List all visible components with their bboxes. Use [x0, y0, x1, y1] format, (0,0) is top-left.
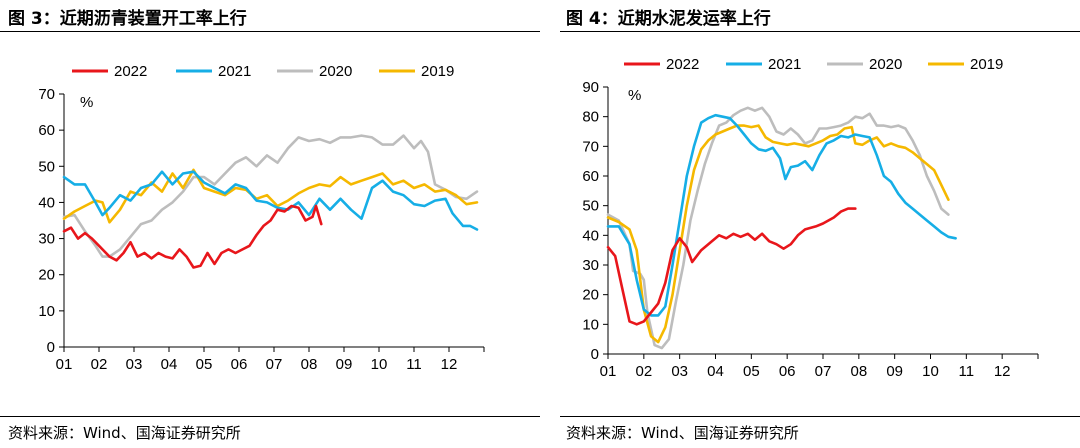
series-line-2020 [606, 106, 950, 350]
x-tick-label: 05 [743, 363, 760, 380]
legend-label-2020: 2020 [869, 56, 902, 73]
source-note: 资料来源：Wind、国海证券研究所 [566, 424, 799, 442]
x-tick-label: 11 [406, 356, 422, 373]
asphalt-operating-rate-chart: 0 10 20 30 40 50 60 70 01 02 03 04 05 06 07 08 09 10 11 12%… [38, 63, 485, 373]
series-line-2022 [62, 204, 323, 269]
unit-label: % [80, 94, 93, 111]
legend-label-2019: 2019 [421, 63, 454, 80]
x-tick-label: 10 [922, 363, 939, 380]
y-tick-label: 10 [38, 303, 55, 320]
legend-label-2021: 2021 [218, 63, 251, 80]
x-tick-label: 04 [161, 356, 178, 373]
y-tick-label: 20 [582, 287, 599, 304]
x-tick-label: 12 [441, 356, 458, 373]
y-tick-label: 40 [582, 227, 599, 244]
y-tick-label: 20 [38, 267, 55, 284]
x-tick-label: 05 [196, 356, 213, 373]
y-tick-label: 50 [38, 158, 55, 175]
y-tick-label: 60 [582, 168, 599, 185]
x-tick-label: 03 [671, 363, 688, 380]
x-tick-label: 09 [336, 356, 353, 373]
series-line-2022 [606, 207, 857, 326]
y-tick-label: 10 [582, 316, 599, 333]
source-note: 资料来源：Wind、国海证券研究所 [8, 424, 241, 442]
x-tick-label: 07 [266, 356, 283, 373]
y-tick-label: 60 [38, 122, 55, 139]
y-tick-label: 40 [38, 194, 55, 211]
x-tick-label: 02 [91, 356, 108, 373]
title-rule [560, 31, 1080, 32]
x-tick-label: 01 [56, 356, 73, 373]
x-tick-label: 06 [231, 356, 248, 373]
x-tick-label: 10 [371, 356, 388, 373]
x-tick-label: 09 [886, 363, 903, 380]
y-tick-label: 30 [582, 257, 599, 274]
series-line-2021 [606, 113, 957, 317]
x-tick-label: 08 [850, 363, 867, 380]
figure-title: 图 4：近期水泥发运率上行 [566, 9, 771, 29]
y-tick-label: 90 [582, 79, 599, 96]
series-line-2019 [62, 168, 479, 224]
chart-panel-left: 图 3：近期沥青装置开工率上行 0 10 20 30 40 50 60 70 01 02 03 04 0… [0, 9, 540, 442]
figure-title: 图 3：近期沥青装置开工率上行 [8, 9, 247, 29]
y-tick-label: 0 [47, 339, 55, 356]
y-tick-label: 70 [582, 138, 599, 155]
x-tick-label: 12 [994, 363, 1011, 380]
x-tick-label: 11 [959, 363, 975, 380]
y-tick-label: 70 [38, 86, 55, 103]
y-tick-label: 80 [582, 109, 599, 126]
chart-panel-right: 图 4：近期水泥发运率上行 0 10 20 30 40 50 60 70 80 90 01 02 03 0… [560, 0, 1080, 448]
series-line-2020 [62, 134, 479, 258]
x-tick-label: 04 [707, 363, 724, 380]
x-tick-label: 02 [635, 363, 652, 380]
source-rule [560, 416, 1080, 417]
legend-label-2022: 2022 [666, 56, 699, 73]
legend-label-2020: 2020 [319, 63, 352, 80]
x-tick-label: 07 [815, 363, 832, 380]
y-tick-label: 50 [582, 198, 599, 215]
legend-label-2022: 2022 [114, 63, 147, 80]
y-tick-label: 30 [38, 231, 55, 248]
legend-label-2019: 2019 [970, 56, 1003, 73]
unit-label: % [628, 87, 641, 104]
x-tick-label: 01 [600, 363, 617, 380]
series-line-2021 [62, 170, 479, 231]
legend-label-2021: 2021 [768, 56, 801, 73]
series-line-2019 [606, 124, 950, 344]
title-rule [0, 31, 540, 32]
x-tick-label: 08 [301, 356, 318, 373]
source-rule [0, 416, 540, 417]
cement-shipment-rate-chart: 0 10 20 30 40 50 60 70 80 90 01 02 03 04 05 06 07 08 09 10 1… [582, 56, 1039, 380]
y-tick-label: 0 [591, 346, 599, 363]
x-tick-label: 03 [126, 356, 143, 373]
x-tick-label: 06 [779, 363, 796, 380]
